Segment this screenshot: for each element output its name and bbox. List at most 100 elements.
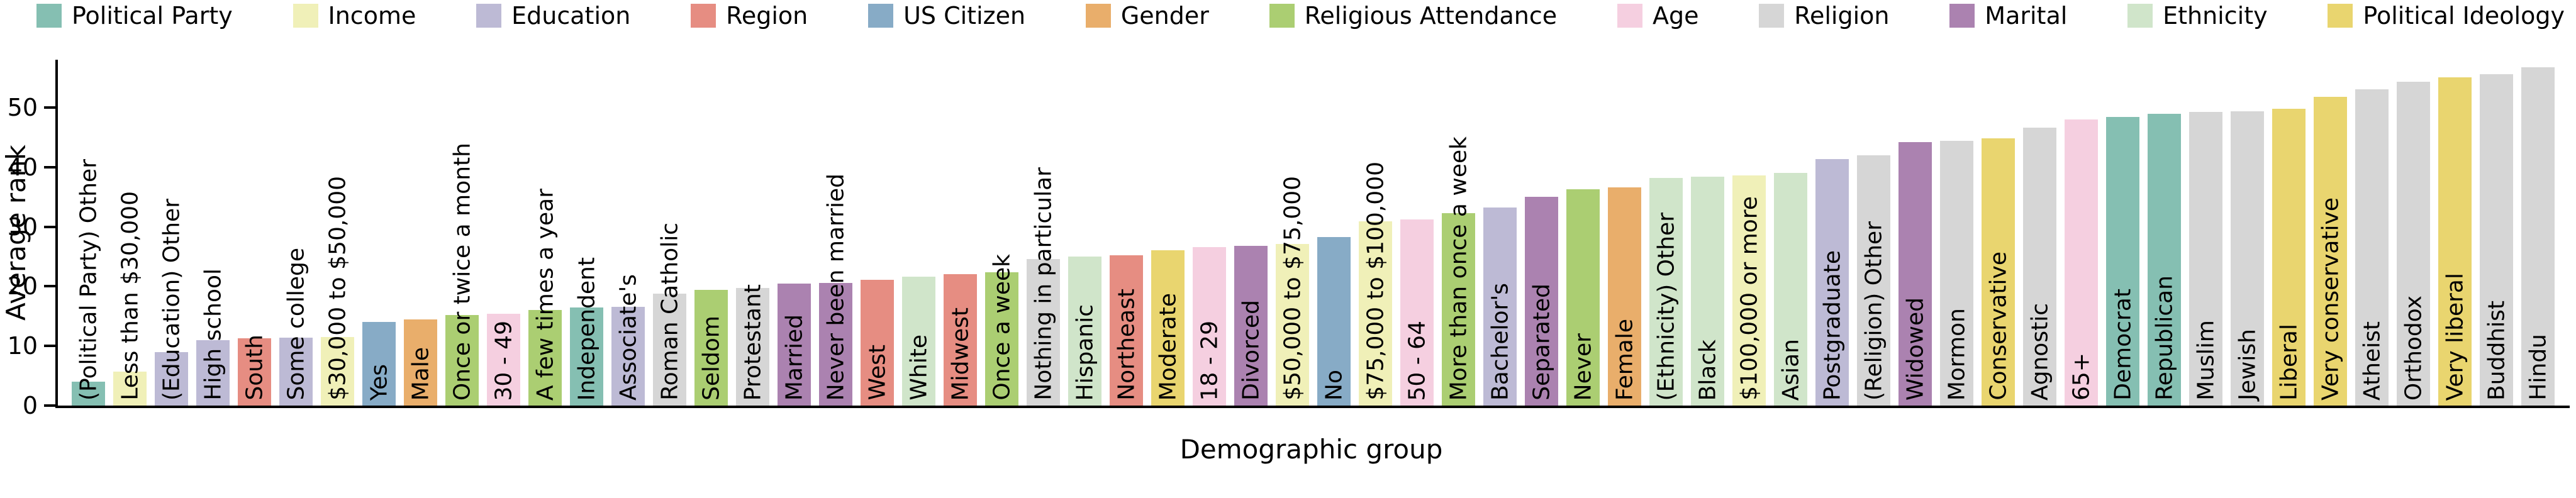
bar	[2272, 108, 2306, 406]
bar-label: (Religion) Other	[1860, 221, 1887, 401]
y-tick-mark	[44, 225, 55, 228]
bar-group: 65+	[2065, 60, 2098, 406]
legend-item: Region	[691, 4, 808, 28]
bar	[1276, 244, 1309, 406]
bar-group: Widowed	[1899, 60, 1932, 406]
bar	[1732, 175, 1766, 406]
bar-group: Less than $30,000	[113, 60, 147, 406]
bar-label: Independent	[573, 257, 599, 401]
bar	[2355, 89, 2389, 406]
bar-group: No	[1317, 60, 1351, 406]
bar-label: Buddhist	[2483, 301, 2509, 401]
bar-group: Male	[404, 60, 437, 406]
bar-label: Muslim	[2192, 320, 2219, 401]
bar-label: Black	[1694, 339, 1720, 401]
legend-label: Political Ideology	[2363, 2, 2565, 30]
y-tick-label: 10	[7, 332, 38, 360]
bar-label: $75,000 to $100,000	[1362, 162, 1388, 401]
y-tick-mark	[44, 106, 55, 109]
bar-group: $30,000 to $50,000	[321, 60, 354, 406]
bar-label: Moderate	[1154, 292, 1181, 401]
bar-label: Orthodox	[2400, 295, 2426, 401]
legend-label: Region	[726, 2, 808, 30]
bar-group: Once or twice a month	[445, 60, 479, 406]
bar-group: Midwest	[944, 60, 977, 406]
bar	[694, 290, 728, 406]
bar-group: 50 - 64	[1400, 60, 1434, 406]
bar-label: High school	[199, 268, 226, 401]
bar-label: 18 - 29	[1196, 320, 1222, 401]
bar-group: Moderate	[1151, 60, 1185, 406]
bar	[1400, 219, 1434, 406]
bar-label: Agnostic	[2026, 303, 2053, 401]
bar-group: Some college	[279, 60, 313, 406]
bar-group: Hispanic	[1068, 60, 1101, 406]
bar-group: Liberal	[2272, 60, 2306, 406]
bar	[1483, 208, 1517, 406]
bar-label: Less than $30,000	[116, 191, 143, 401]
bar-group: Nothing in particular	[1027, 60, 1060, 406]
legend-label: Income	[328, 2, 416, 30]
legend-swatch-icon	[1759, 4, 1785, 28]
bar-label: $50,000 to $75,000	[1279, 176, 1305, 401]
bar-group: Seldom	[694, 60, 728, 406]
bar	[445, 314, 479, 406]
bar	[1151, 250, 1185, 406]
bar-label: 65+	[2068, 353, 2094, 401]
bar-group: $50,000 to $75,000	[1276, 60, 1309, 406]
bar-label: $100,000 or more	[1736, 196, 1762, 401]
legend-item: Marital	[1949, 4, 2067, 28]
bar-label: Very liberal	[2441, 272, 2468, 401]
bar-group: Hindu	[2521, 60, 2555, 406]
bar-label: Northeast	[1113, 289, 1139, 401]
bar	[238, 338, 271, 406]
bar-group: Republican	[2148, 60, 2181, 406]
legend-item: Religion	[1759, 4, 1889, 28]
bar-label: Very conservative	[2317, 197, 2343, 401]
bar-label: Bachelor's	[1486, 283, 1513, 401]
legend-swatch-icon	[1617, 4, 1642, 28]
legend-item: Religious Attendance	[1269, 4, 1557, 28]
bar	[1193, 246, 1226, 406]
legend-item: US Citizen	[868, 4, 1025, 28]
legend-item: Age	[1617, 2, 1699, 30]
bar-group: West	[861, 60, 894, 406]
bar-label: Asian	[1777, 338, 1804, 401]
y-tick-mark	[44, 285, 55, 288]
bar-label: Seldom	[698, 316, 724, 401]
bars-container: (Political Party) Other Less than $30,000…	[72, 60, 2570, 406]
legend-label: Gender	[1120, 2, 1209, 30]
bar-label: (Political Party) Other	[75, 159, 101, 401]
legend-label: Age	[1652, 2, 1699, 30]
legend-label: Marital	[1985, 2, 2068, 30]
bar	[196, 340, 230, 406]
bar-label: (Ethnicity) Other	[1653, 212, 1679, 401]
bar	[2521, 67, 2555, 406]
bar-label: Divorced	[1237, 300, 1264, 401]
bar-label: Democrat	[2109, 289, 2136, 401]
y-tick-mark	[44, 165, 55, 169]
bar-group: Muslim	[2189, 60, 2222, 406]
bar	[2023, 128, 2056, 406]
bar-label: Hindu	[2524, 334, 2551, 401]
bar-group: Asian	[1774, 60, 1807, 406]
legend-swatch-icon	[1269, 4, 1295, 28]
legend-label: Religious Attendance	[1304, 2, 1558, 30]
legend-item: Political Party	[36, 4, 233, 28]
bar-group: More than once a week	[1442, 60, 1475, 406]
bar	[778, 283, 811, 406]
bar-group: Yes	[362, 60, 396, 406]
bar	[1982, 138, 2015, 406]
bar	[861, 279, 894, 406]
bar	[2397, 82, 2430, 406]
bar	[1110, 255, 1143, 406]
bar	[1857, 155, 1890, 406]
x-axis-label: Demographic group	[1179, 434, 1443, 465]
legend-swatch-icon	[2328, 4, 2353, 28]
bar-group: (Ethnicity) Other	[1649, 60, 1683, 406]
bar	[1815, 159, 1849, 406]
bar	[404, 319, 437, 406]
bar	[2106, 117, 2139, 406]
bar-label: A few times a year	[532, 188, 558, 401]
